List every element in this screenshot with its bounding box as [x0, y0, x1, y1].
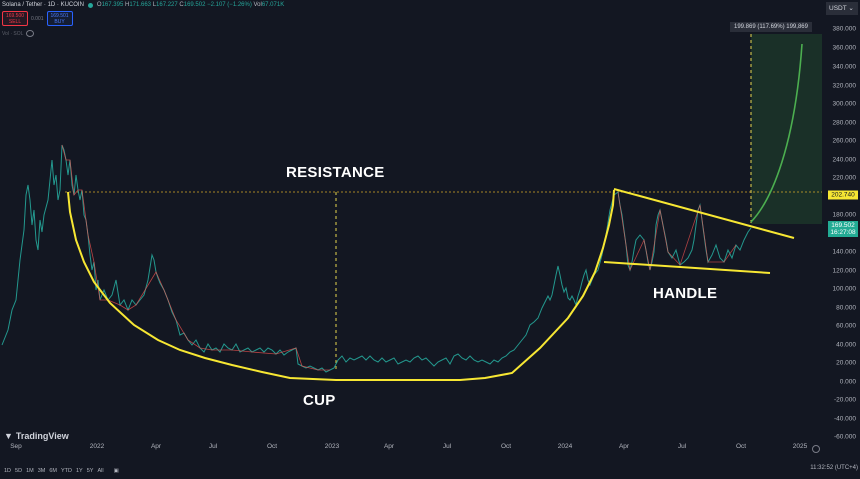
y-tick: 100.000: [832, 285, 857, 293]
spread-value: 0.001: [31, 15, 44, 22]
time-axis[interactable]: Sep 2022 Apr Jul Oct 2023 Apr Jul Oct 20…: [0, 443, 822, 455]
x-tick: Apr: [150, 443, 162, 450]
x-tick: Jul: [442, 443, 452, 450]
eye-icon[interactable]: [26, 30, 35, 37]
y-tick: 240.000: [832, 156, 857, 164]
timeframe-1d[interactable]: 1D: [4, 467, 12, 474]
y-tick: 40.000: [836, 341, 856, 349]
x-tick: Oct: [266, 443, 278, 450]
buy-button[interactable]: 169.501 BUY: [46, 11, 73, 26]
tv-logo-icon: ▼: [4, 431, 13, 441]
y-tick: 60.000: [836, 322, 856, 330]
timeframe-3m[interactable]: 3M: [37, 467, 46, 474]
symbol-title[interactable]: Solana / Tether · 1D · KUCOIN: [2, 2, 84, 8]
y-tick: 280.000: [832, 119, 857, 127]
x-tick: 2022: [89, 443, 105, 450]
bar-countdown: 16:27:08: [830, 229, 856, 236]
x-tick: Apr: [383, 443, 395, 450]
x-tick: Apr: [618, 443, 630, 450]
timeframe-1y[interactable]: 1Y: [75, 467, 83, 474]
y-tick: 320.000: [832, 82, 857, 90]
y-tick: 120.000: [832, 267, 857, 275]
last-price-tag: 169.502 16:27:08: [828, 221, 858, 237]
clock-timezone[interactable]: 11:32:52 (UTC+4): [810, 465, 858, 471]
timeframe-bar: 1D 5D 1M 3M 6M YTD 1Y 5Y All ▣: [0, 462, 860, 479]
tradingview-logo[interactable]: ▼ TradingView: [4, 431, 69, 441]
cup-curve: [67, 189, 615, 381]
y-tick: 220.000: [832, 174, 857, 182]
timeframe-all[interactable]: All: [97, 467, 104, 474]
sell-button[interactable]: 169.500 SELL: [2, 11, 28, 26]
currency-selector[interactable]: USDT ⌄: [826, 2, 858, 15]
y-tick: 180.000: [832, 211, 857, 219]
y-tick: 140.000: [832, 248, 857, 256]
handle-lower-line: [603, 261, 771, 274]
resistance-price-tag: 202.740: [828, 190, 858, 200]
timeframe-6m[interactable]: 6M: [49, 467, 57, 474]
ohlc-values: O167.395 H171.663 L167.227 C169.502 −2.1…: [96, 2, 285, 8]
projection-curve: [750, 43, 803, 223]
y-tick: -40.000: [833, 415, 856, 423]
x-tick: Oct: [735, 443, 747, 450]
resistance-annotation: RESISTANCE: [286, 164, 385, 181]
timeframe-5d[interactable]: 5D: [15, 467, 23, 474]
timeframe-1m[interactable]: 1M: [26, 467, 34, 474]
symbol-legend[interactable]: Solana / Tether · 1D · KUCOIN O167.395 H…: [2, 1, 284, 9]
chart-canvas[interactable]: [0, 0, 822, 442]
settings-icon[interactable]: [812, 445, 820, 453]
trade-buttons: 169.500 SELL 0.001 169.501 BUY: [2, 11, 73, 26]
y-tick: -20.000: [833, 396, 856, 404]
x-tick: Sep: [10, 443, 22, 450]
price-axis[interactable]: USDT ⌄ 380.000 360.000 340.000 320.000 3…: [822, 0, 860, 462]
measure-label: 199.869 (117.69%) 199,869: [730, 22, 812, 32]
x-tick: Oct: [500, 443, 512, 450]
date-range-icon[interactable]: ▣: [113, 467, 119, 474]
timeframe-ytd[interactable]: YTD: [60, 467, 72, 474]
y-tick: 300.000: [832, 100, 857, 108]
handle-upper-line: [613, 188, 795, 239]
projection-box: [751, 34, 822, 224]
market-open-icon: [87, 2, 93, 8]
y-tick: 360.000: [832, 44, 857, 52]
y-tick: -60.000: [833, 433, 856, 441]
timeframe-5y[interactable]: 5Y: [86, 467, 94, 474]
y-tick: 380.000: [832, 25, 857, 33]
cup-annotation: CUP: [303, 392, 336, 409]
x-tick: 2023: [324, 443, 340, 450]
y-tick: 80.000: [836, 304, 856, 312]
x-tick: 2025: [792, 443, 808, 450]
x-tick: Jul: [677, 443, 687, 450]
y-tick: 0.000: [839, 378, 856, 386]
chevron-down-icon: ⌄: [848, 5, 854, 12]
y-tick: 340.000: [832, 63, 857, 71]
y-tick: 260.000: [832, 137, 857, 145]
x-tick: Jul: [208, 443, 218, 450]
handle-annotation: HANDLE: [653, 285, 718, 302]
volume-indicator[interactable]: Vol · SOL: [2, 30, 35, 37]
y-tick: 20.000: [836, 359, 856, 367]
x-tick: 2024: [557, 443, 573, 450]
